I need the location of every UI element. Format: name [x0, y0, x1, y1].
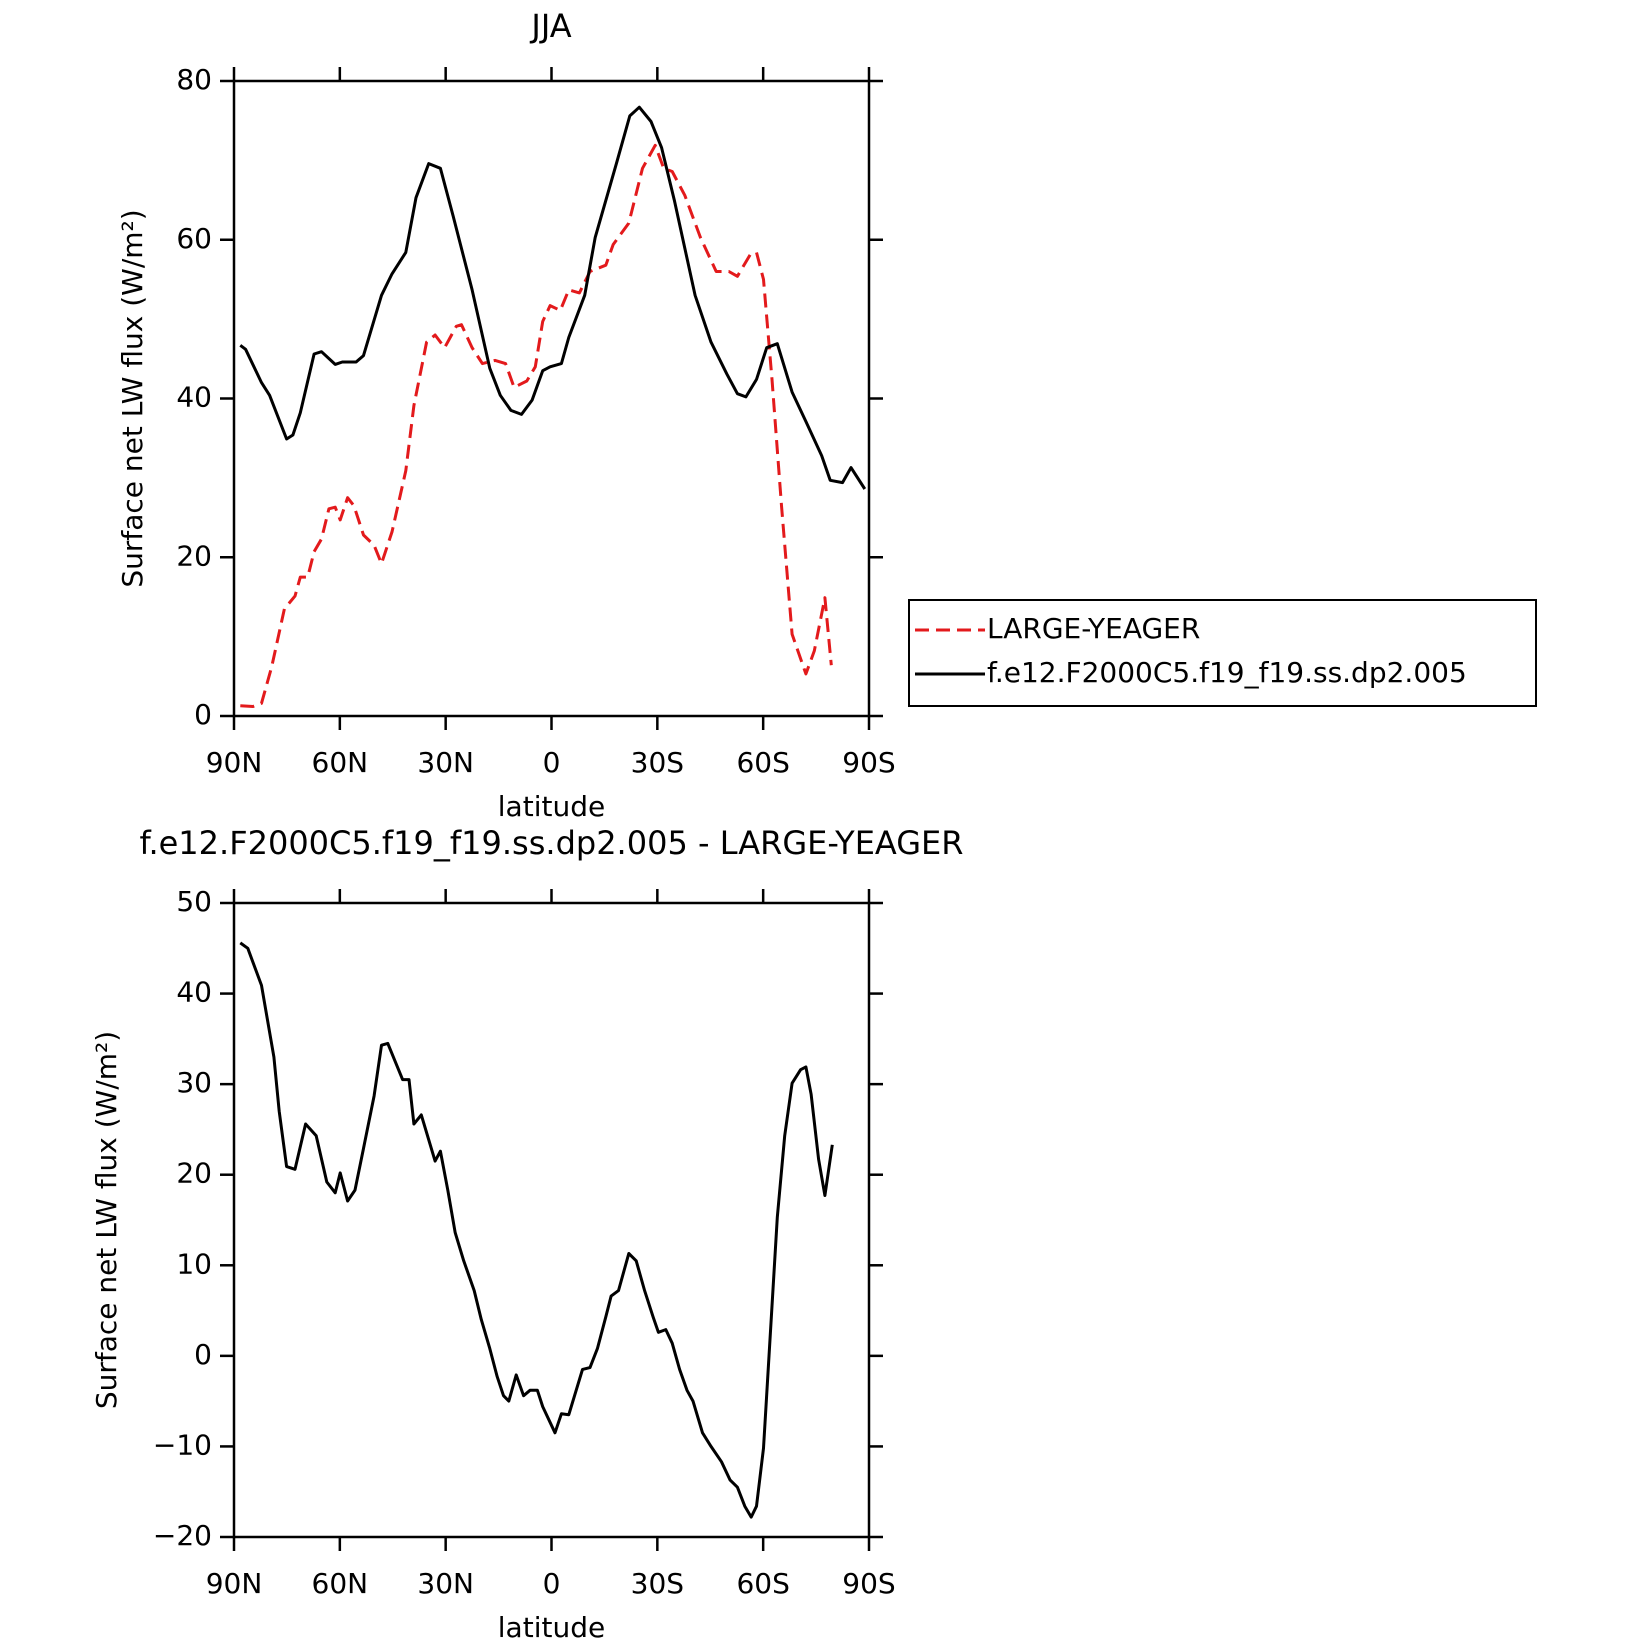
y-tick-label: −10	[153, 1428, 212, 1461]
x-tick-label: 60N	[312, 746, 369, 779]
y-tick-label: 0	[194, 1338, 212, 1371]
x-tick-label: 60N	[312, 1567, 369, 1600]
x-tick-label: 0	[543, 746, 561, 779]
x-tick-label: 90N	[206, 1567, 263, 1600]
x-tick-label: 0	[543, 1567, 561, 1600]
y-tick-label: 20	[176, 539, 212, 572]
y-tick-label: −20	[153, 1519, 212, 1552]
y-tick-label: 50	[176, 885, 212, 918]
series-line	[239, 941, 834, 1519]
y-tick-label: 80	[176, 63, 212, 96]
x-tick-label: 30S	[631, 1567, 684, 1600]
legend-box	[908, 599, 1537, 707]
y-tick-label: 10	[176, 1247, 212, 1280]
y-tick-label: 60	[176, 222, 212, 255]
x-tick-label: 30N	[417, 746, 474, 779]
x-tick-label: 60S	[736, 746, 789, 779]
plot-frame	[232, 901, 871, 1539]
x-tick-label: 90S	[842, 1567, 895, 1600]
chart-title: f.e12.F2000C5.f19_f19.ss.dp2.005 - LARGE…	[140, 824, 964, 862]
x-tick-label: 60S	[736, 1567, 789, 1600]
x-tick-label: 90N	[206, 746, 263, 779]
legend-label: f.e12.F2000C5.f19_f19.ss.dp2.005	[987, 656, 1467, 689]
y-tick-label: 40	[176, 381, 212, 414]
x-axis-label: latitude	[498, 1611, 605, 1641]
y-tick-label: 30	[176, 1066, 212, 1099]
x-tick-label: 30N	[417, 1567, 474, 1600]
series-line	[239, 105, 867, 490]
x-tick-label: 90S	[842, 746, 895, 779]
legend-label: LARGE-YEAGER	[987, 612, 1200, 645]
y-axis-label: Surface net LW flux (W/m²)	[90, 1031, 123, 1409]
chart-title: JJA	[529, 7, 571, 45]
y-axis-label: Surface net LW flux (W/m²)	[116, 209, 149, 587]
y-tick-label: 0	[194, 698, 212, 731]
y-tick-label: 20	[176, 1157, 212, 1190]
x-axis-label: latitude	[498, 790, 605, 823]
series-line	[240, 143, 833, 708]
y-tick-label: 40	[176, 976, 212, 1009]
x-tick-label: 30S	[631, 746, 684, 779]
plot-frame	[232, 79, 871, 718]
